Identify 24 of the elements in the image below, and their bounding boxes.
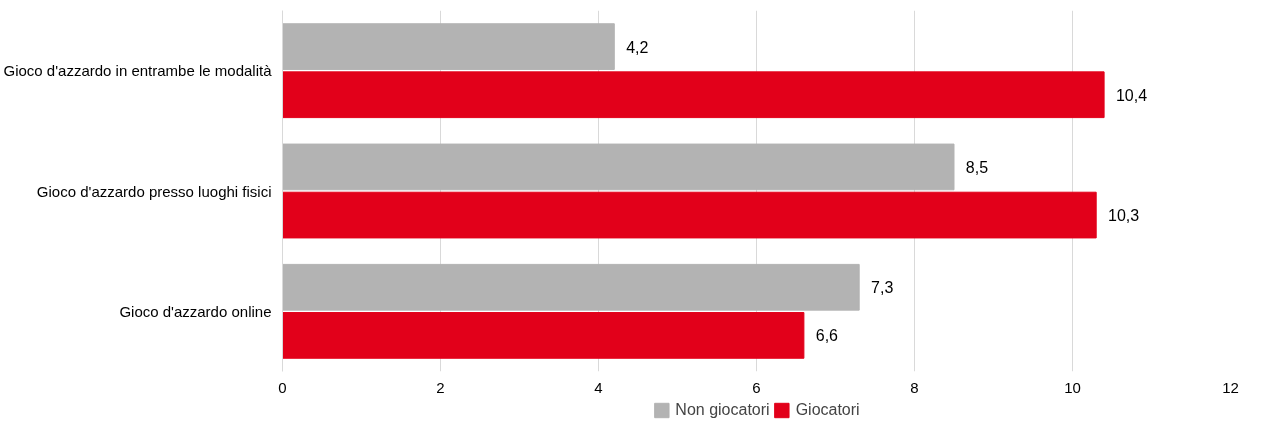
x-tick-label: 0 — [278, 378, 287, 396]
x-tick-label: 12 — [1222, 378, 1239, 396]
x-tick-label: 8 — [910, 378, 919, 396]
data-label: 4,2 — [626, 38, 649, 56]
x-tick-label: 4 — [594, 378, 603, 396]
legend-label: Non giocatori — [675, 401, 770, 419]
data-label: 10,3 — [1108, 207, 1140, 225]
x-tick-label: 10 — [1064, 378, 1081, 396]
y-tick-label: Gioco d'azzardo in entrambe le modalità — [3, 62, 273, 80]
bar — [282, 23, 615, 70]
legend-label: Giocatori — [795, 401, 860, 419]
data-label: 6,6 — [815, 327, 839, 345]
bar — [282, 263, 860, 311]
bar — [282, 312, 805, 359]
bar — [282, 71, 1105, 119]
x-tick-label: 2 — [436, 378, 445, 396]
y-tick-label: Gioco d'azzardo online — [119, 302, 272, 320]
bar — [282, 143, 955, 191]
data-label: 10,4 — [1115, 86, 1148, 104]
bar — [282, 191, 1097, 239]
x-tick-label: 6 — [752, 378, 761, 396]
y-tick-label: Gioco d'azzardo presso luoghi fisici — [36, 182, 272, 200]
data-label: 8,5 — [965, 158, 989, 176]
data-label: 7,3 — [871, 279, 894, 297]
